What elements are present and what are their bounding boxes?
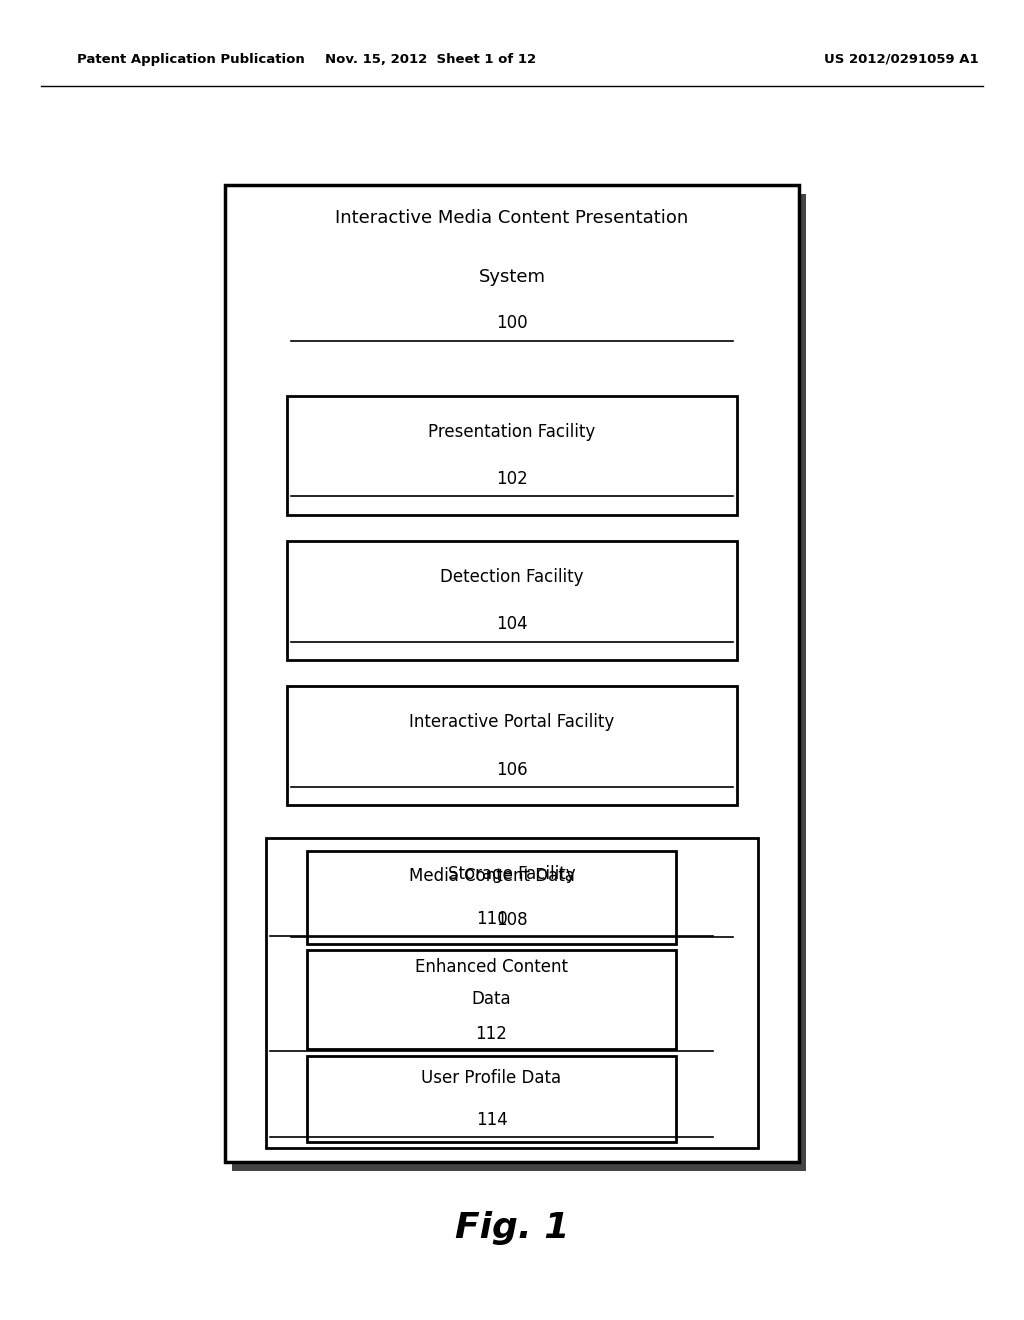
Text: US 2012/0291059 A1: US 2012/0291059 A1 [823,53,979,66]
Text: 114: 114 [475,1111,508,1129]
Text: Data: Data [472,990,511,1007]
FancyBboxPatch shape [314,861,683,953]
Text: Presentation Facility: Presentation Facility [428,422,596,441]
FancyBboxPatch shape [307,1056,676,1142]
Text: Media Content Data: Media Content Data [409,867,574,886]
Text: 110: 110 [475,909,508,928]
FancyBboxPatch shape [294,550,744,669]
Text: Fig. 1: Fig. 1 [455,1210,569,1245]
FancyBboxPatch shape [314,1065,683,1151]
FancyBboxPatch shape [266,838,758,1148]
FancyBboxPatch shape [294,696,744,814]
FancyBboxPatch shape [287,396,737,515]
Text: User Profile Data: User Profile Data [422,1069,561,1086]
Text: Interactive Portal Facility: Interactive Portal Facility [410,713,614,731]
Text: Detection Facility: Detection Facility [440,568,584,586]
FancyBboxPatch shape [287,541,737,660]
Text: 104: 104 [497,615,527,634]
FancyBboxPatch shape [232,194,806,1171]
FancyBboxPatch shape [287,686,737,805]
Text: Enhanced Content: Enhanced Content [415,958,568,975]
Text: 106: 106 [497,760,527,779]
Text: Patent Application Publication: Patent Application Publication [77,53,304,66]
Text: 102: 102 [496,470,528,488]
FancyBboxPatch shape [314,960,683,1059]
FancyBboxPatch shape [225,185,799,1162]
Text: 112: 112 [475,1026,508,1043]
Text: System: System [478,268,546,286]
Text: Nov. 15, 2012  Sheet 1 of 12: Nov. 15, 2012 Sheet 1 of 12 [325,53,536,66]
Text: Interactive Media Content Presentation: Interactive Media Content Presentation [336,209,688,227]
Text: 100: 100 [497,314,527,333]
FancyBboxPatch shape [307,950,676,1049]
Text: Storage Facility: Storage Facility [449,865,575,883]
FancyBboxPatch shape [294,405,744,524]
FancyBboxPatch shape [307,851,676,944]
FancyBboxPatch shape [273,847,765,1158]
Text: 108: 108 [497,911,527,929]
